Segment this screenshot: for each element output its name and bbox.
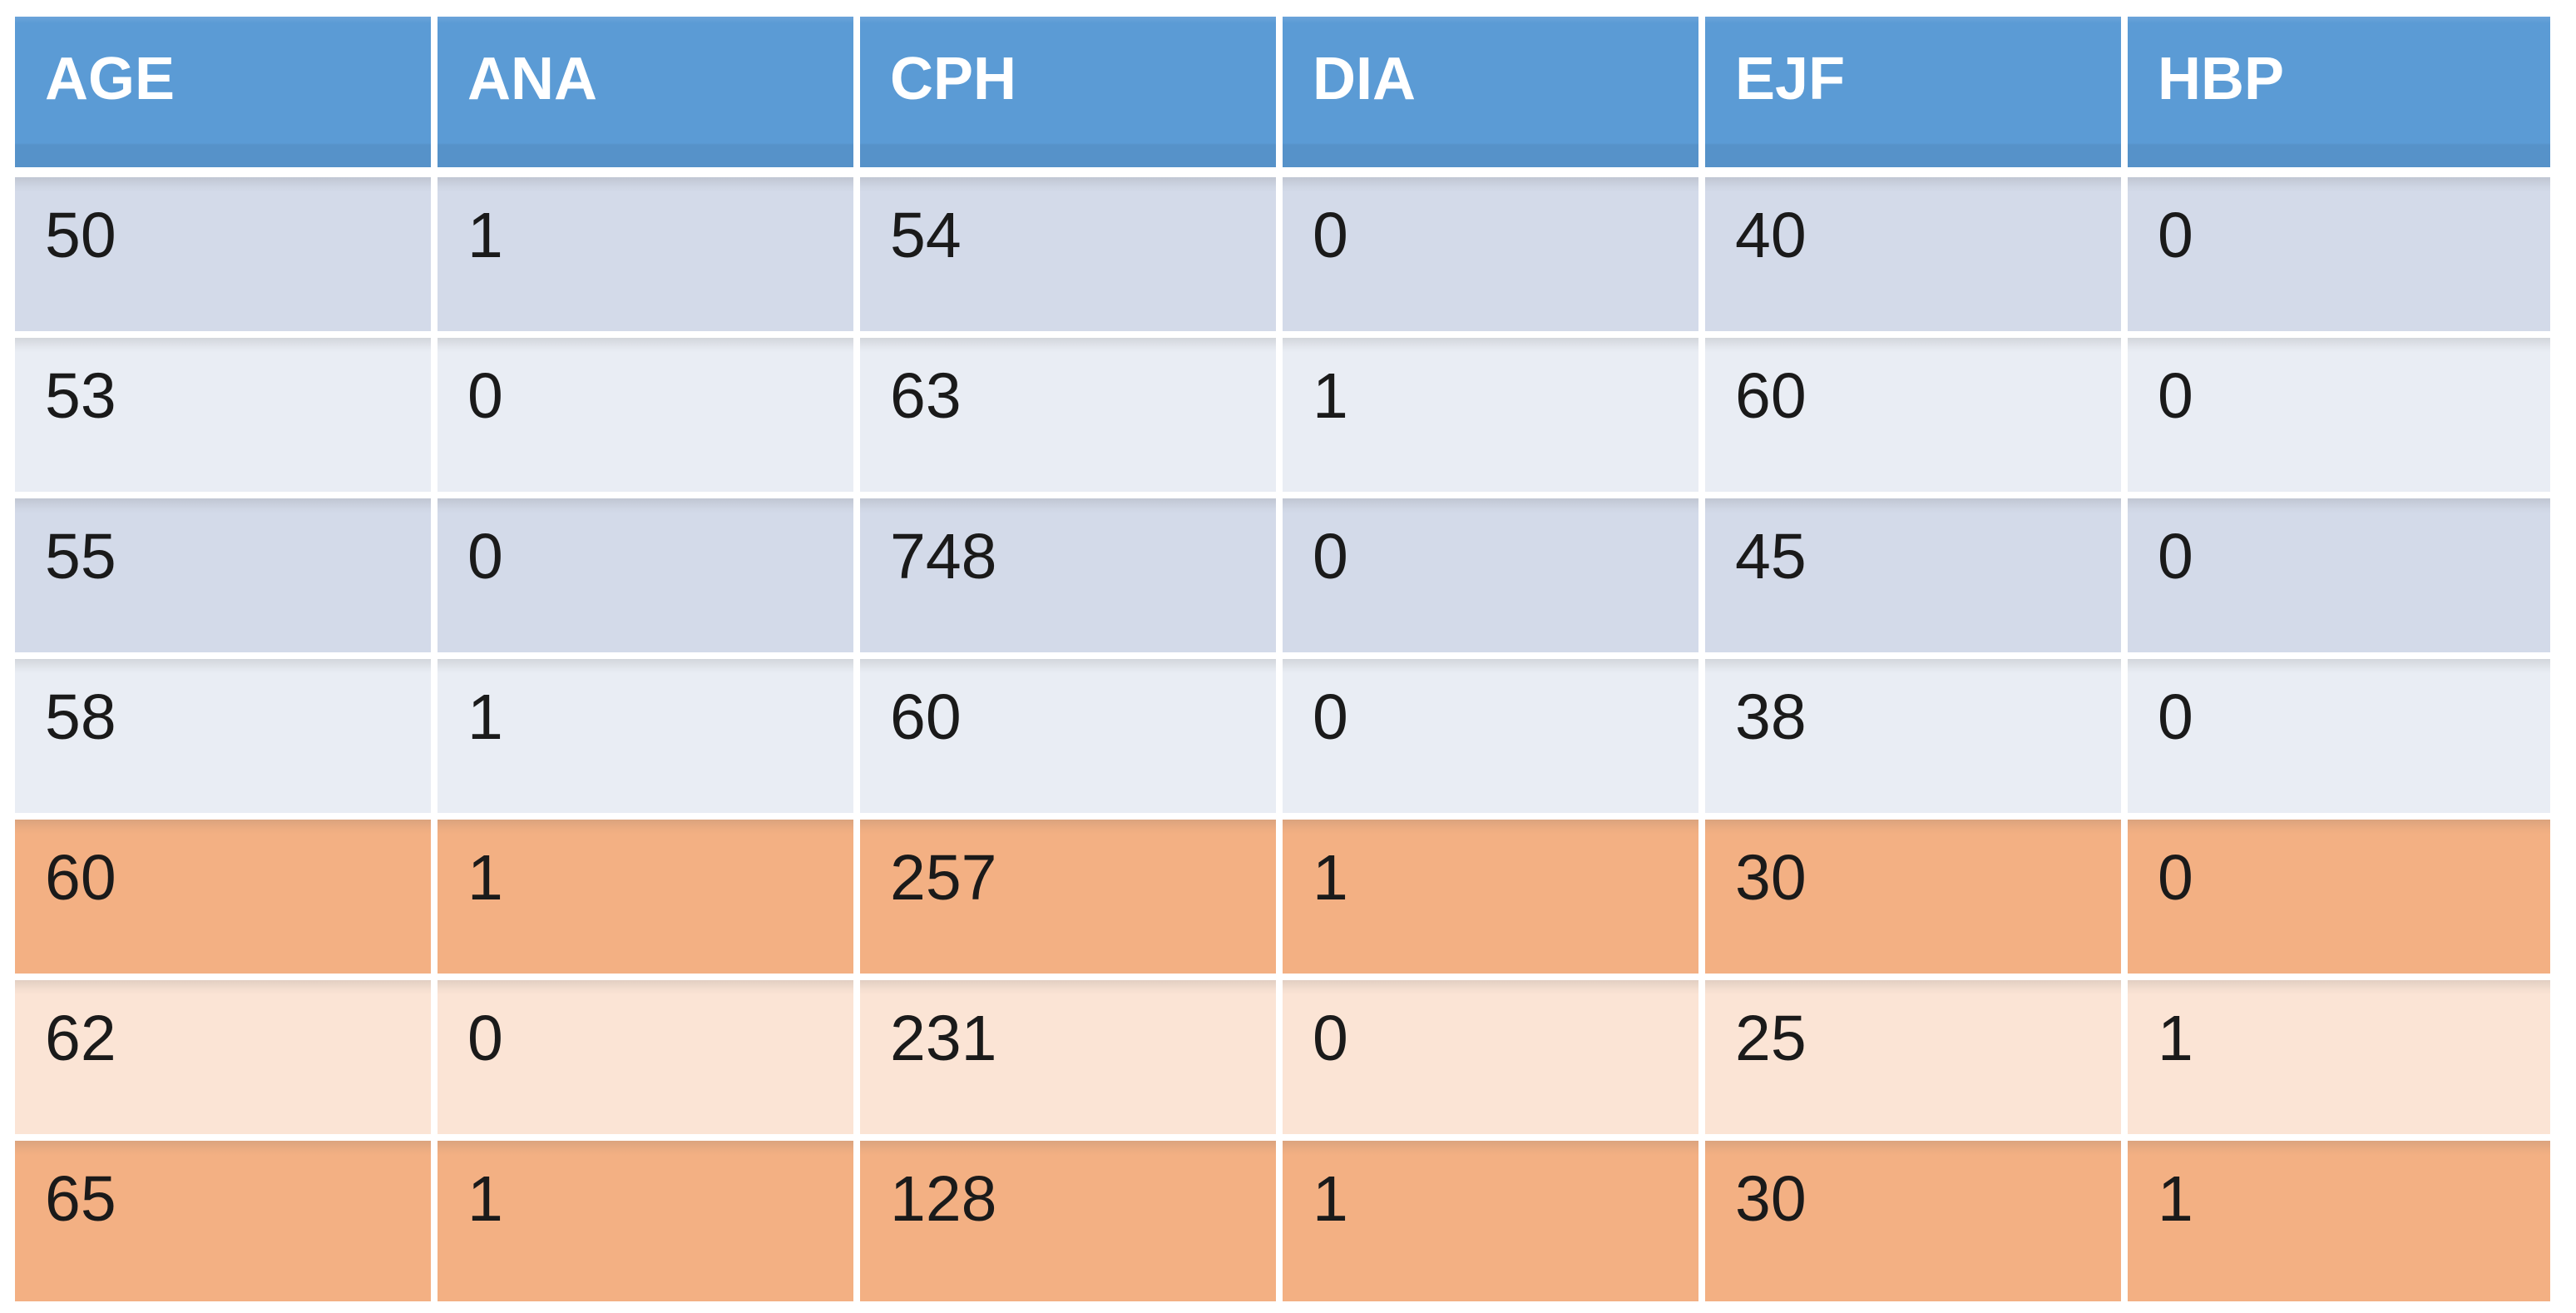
- header-row: AGE ANA CPH DIA EJF HBP: [15, 17, 2550, 177]
- column-header-cph: CPH: [860, 17, 1283, 177]
- data-table: AGE ANA CPH DIA EJF HBP 50 1 54 0 40 0 5…: [15, 17, 2550, 1301]
- table-cell: 30: [1705, 820, 2128, 980]
- column-header-age: AGE: [15, 17, 438, 177]
- table-row: 53 0 63 1 60 0: [15, 338, 2550, 498]
- table-cell: 128: [860, 1141, 1283, 1301]
- table-cell: 748: [860, 498, 1283, 659]
- table-cell: 0: [2128, 659, 2550, 820]
- column-header-ejf: EJF: [1705, 17, 2128, 177]
- table-cell: 0: [1283, 498, 1705, 659]
- table-cell: 1: [438, 820, 860, 980]
- table-cell: 257: [860, 820, 1283, 980]
- table-cell: 54: [860, 177, 1283, 338]
- column-header-hbp: HBP: [2128, 17, 2550, 177]
- table-cell: 25: [1705, 980, 2128, 1141]
- table-cell: 53: [15, 338, 438, 498]
- table-cell: 38: [1705, 659, 2128, 820]
- table-cell: 40: [1705, 177, 2128, 338]
- table-row: 62 0 231 0 25 1: [15, 980, 2550, 1141]
- column-header-ana: ANA: [438, 17, 860, 177]
- table-cell: 0: [2128, 177, 2550, 338]
- table-cell: 63: [860, 338, 1283, 498]
- column-header-dia: DIA: [1283, 17, 1705, 177]
- data-table-container: AGE ANA CPH DIA EJF HBP 50 1 54 0 40 0 5…: [15, 17, 2550, 1301]
- table-cell: 1: [1283, 1141, 1705, 1301]
- table-row: 65 1 128 1 30 1: [15, 1141, 2550, 1301]
- table-cell: 0: [438, 498, 860, 659]
- table-cell: 1: [1283, 338, 1705, 498]
- table-cell: 60: [15, 820, 438, 980]
- table-cell: 0: [438, 338, 860, 498]
- table-row: 60 1 257 1 30 0: [15, 820, 2550, 980]
- table-cell: 45: [1705, 498, 2128, 659]
- table-row: 58 1 60 0 38 0: [15, 659, 2550, 820]
- table-cell: 60: [1705, 338, 2128, 498]
- table-cell: 0: [2128, 498, 2550, 659]
- table-cell: 1: [2128, 980, 2550, 1141]
- table-cell: 30: [1705, 1141, 2128, 1301]
- table-cell: 58: [15, 659, 438, 820]
- table-cell: 231: [860, 980, 1283, 1141]
- table-cell: 0: [1283, 980, 1705, 1141]
- table-cell: 1: [438, 1141, 860, 1301]
- table-cell: 0: [438, 980, 860, 1141]
- table-cell: 62: [15, 980, 438, 1141]
- table-cell: 0: [2128, 338, 2550, 498]
- table-cell: 0: [2128, 820, 2550, 980]
- table-cell: 0: [1283, 177, 1705, 338]
- table-cell: 60: [860, 659, 1283, 820]
- table-cell: 1: [1283, 820, 1705, 980]
- table-cell: 1: [2128, 1141, 2550, 1301]
- table-row: 50 1 54 0 40 0: [15, 177, 2550, 338]
- table-cell: 1: [438, 659, 860, 820]
- table-cell: 65: [15, 1141, 438, 1301]
- table-cell: 50: [15, 177, 438, 338]
- table-cell: 55: [15, 498, 438, 659]
- table-cell: 0: [1283, 659, 1705, 820]
- table-cell: 1: [438, 177, 860, 338]
- table-row: 55 0 748 0 45 0: [15, 498, 2550, 659]
